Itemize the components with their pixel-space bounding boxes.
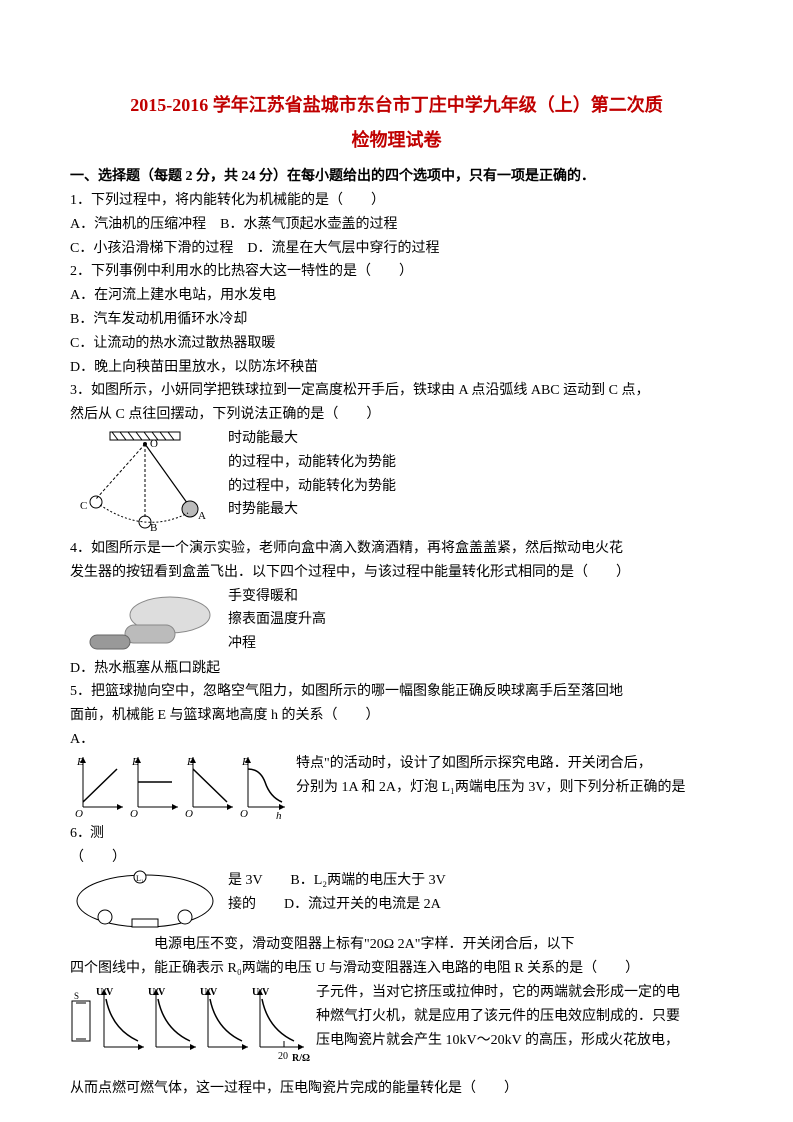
circuit-diagram: L₁ [70, 869, 220, 933]
svg-text:O: O [185, 808, 193, 820]
q3-stem1: 3．如图所示，小妍同学把铁球拉到一定高度松开手后，铁球由 A 点沿弧线 ABC … [70, 379, 723, 403]
q3-optD: 时势能最大 [228, 498, 723, 522]
q6-tail: （ ） [70, 846, 723, 870]
label-B: B [150, 522, 157, 534]
q8-line3: 压电陶瓷片就会产生 10kV～20kV 的高压，形成火花放电， [316, 1029, 723, 1053]
q6-prefix3: 测 [90, 822, 110, 846]
section-1-heading: 一、选择题（每题 2 分，共 24 分）在每小题给出的四个选项中，只有一项是正确… [70, 165, 723, 189]
svg-text:O: O [75, 808, 83, 820]
q3-optC: 的过程中，动能转化为势能 [228, 475, 723, 499]
spark-device-diagram [70, 585, 220, 657]
label-O: O [150, 438, 158, 450]
q3-optA: 时动能最大 [228, 427, 723, 451]
exam-title-line2: 检物理试卷 [70, 125, 723, 156]
q2-optC: C．让流动的热水流过散热器取暖 [70, 332, 723, 356]
q8-line2: 种燃气打火机，就是应用了该元件的压电效应制成的．只要 [316, 1005, 723, 1029]
q2-optD: D．晚上向秧苗田里放水，以防冻坏秧苗 [70, 356, 723, 380]
q4-optB: 擦表面温度升高 [228, 608, 723, 632]
svg-text:O: O [240, 808, 248, 820]
q3-optB: 的过程中，动能转化为势能 [228, 451, 723, 475]
q7-charts: S U/V U/V U/V U/V [70, 981, 310, 1077]
q4-optC: 冲程 [228, 632, 723, 656]
svg-text:L₁: L₁ [136, 874, 144, 883]
exam-title-line1: 2015-2016 学年江苏省盐城市东台市丁庄中学九年级（上）第二次质 [70, 90, 723, 121]
q5-optA-label: A． [70, 728, 723, 752]
q8-line1: 子元件，当对它挤压或拉伸时，它的两端就会形成一定的电 [316, 981, 723, 1005]
q7-stem1: 电源电压不变，滑动变阻器上标有"20Ω 2A"字样．开关闭合后，以下 [70, 933, 723, 957]
svg-text:S: S [74, 991, 79, 1001]
q3-row: O A C B 时动能最大 的过程中，动能转化为势能 的过程中，动能转化为势能 … [70, 427, 723, 537]
svg-text:h: h [276, 810, 282, 822]
q5-q6-row: E O E O E O E [70, 752, 723, 822]
q4-stem1: 4．如图所示是一个演示实验，老师向盒中滴入数滴酒精，再将盒盖盖紧，然后揿动电火花 [70, 537, 723, 561]
q4-stem2: 发生器的按钮看到盒盖飞出．以下四个过程中，与该过程中能量转化形式相同的是（ ） [70, 561, 723, 585]
q7-stem2: 四个图线中，能正确表示 R₀两端的电压 U 与滑动变阻器连入电路的电阻 R 关系… [70, 957, 723, 981]
q5-charts: E O E O E O E [70, 752, 290, 822]
q6-optA: 是 3V B．L₂两端的电压大于 3V [228, 869, 723, 893]
q4-optD: D．热水瓶塞从瓶口跳起 [70, 657, 723, 681]
q5-stem1: 5．把篮球抛向空中，忽略空气阻力，如图所示的哪一幅图象能正确反映球离手后至落回地 [70, 680, 723, 704]
q5-stem2: 面前，机械能 E 与篮球离地高度 h 的关系（ ） [70, 704, 723, 728]
q6-prefix: 6． [70, 822, 90, 846]
q6-stem-right2: 分别为 1A 和 2A，灯泡 L₁两端电压为 3V，则下列分析正确的是 [296, 776, 723, 800]
q4-row: 手变得暖和 擦表面温度升高 冲程 [70, 585, 723, 657]
q6-row: L₁ 是 3V B．L₂两端的电压大于 3V 接的 D．流过开关的电流是 2A [70, 869, 723, 933]
q8-line4: 从而点燃可燃气体，这一过程中，压电陶瓷片完成的能量转化是（ ） [70, 1077, 723, 1101]
q4-optA: 手变得暖和 [228, 585, 723, 609]
q6-optC: 接的 D．流过开关的电流是 2A [228, 893, 723, 917]
svg-text:20: 20 [278, 1051, 288, 1062]
svg-text:R/Ω: R/Ω [292, 1053, 310, 1064]
q2-stem: 2．下列事例中利用水的比热容大这一特性的是（ ） [70, 260, 723, 284]
q1-optA: A．汽油机的压缩冲程 B．水蒸气顶起水壶盖的过程 [70, 213, 723, 237]
q1-optC: C．小孩沿滑梯下滑的过程 D．流星在大气层中穿行的过程 [70, 237, 723, 261]
label-A: A [198, 510, 206, 522]
pendulum-diagram: O A C B [70, 427, 220, 537]
q1-stem: 1．下列过程中，将内能转化为机械能的是（ ） [70, 189, 723, 213]
q2-optA: A．在河流上建水电站，用水发电 [70, 284, 723, 308]
q7-q8-row: S U/V U/V U/V U/V [70, 981, 723, 1077]
label-C: C [80, 500, 87, 512]
q3-stem2: 然后从 C 点往回摆动，下列说法正确的是（ ） [70, 403, 723, 427]
q6-stem-right1: 特点"的活动时，设计了如图所示探究电路．开关闭合后， [296, 752, 723, 776]
q2-optB: B．汽车发动机用循环水冷却 [70, 308, 723, 332]
svg-text:O: O [130, 808, 138, 820]
